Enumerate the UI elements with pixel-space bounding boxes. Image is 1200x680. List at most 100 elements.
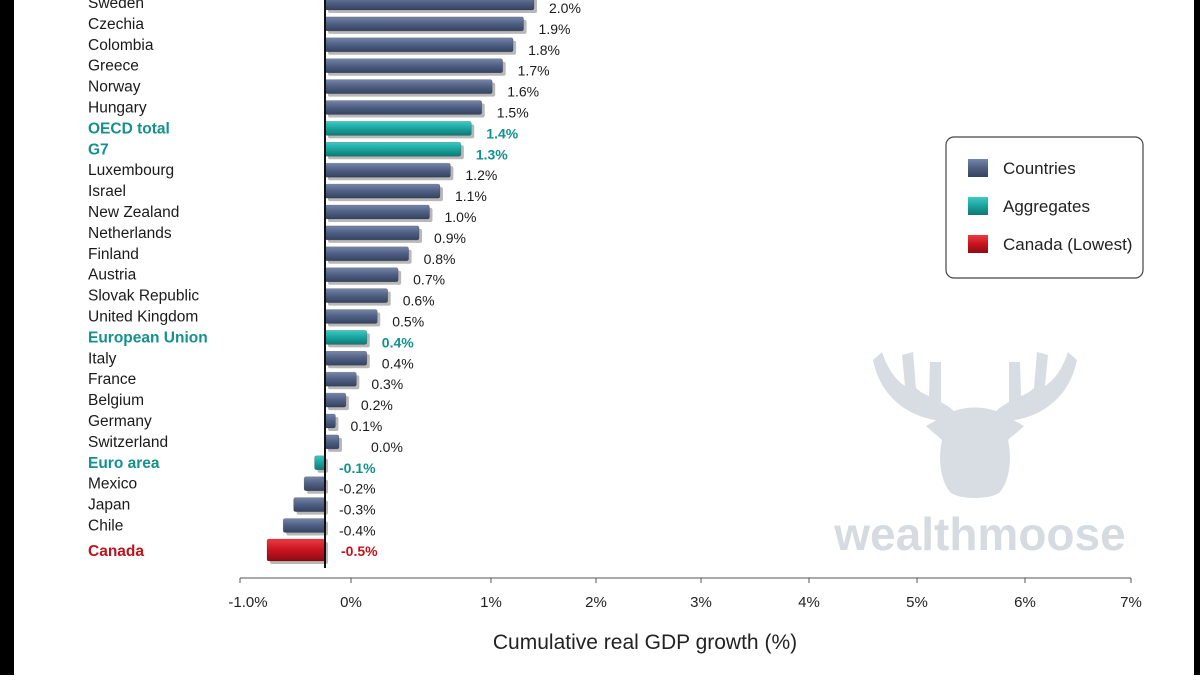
category-label: Austria (88, 267, 137, 284)
category-label: Belgium (88, 392, 144, 409)
legend: Countries Aggregates Canada (Lowest) (945, 136, 1144, 279)
bar-g7 (324, 142, 462, 157)
category-label: Italy (88, 350, 117, 367)
value-label: -0.1% (339, 460, 376, 476)
bar-colombia (324, 37, 514, 53)
value-label: 1.0% (445, 209, 477, 225)
bar-israel (324, 183, 441, 199)
value-label: 0.1% (350, 418, 382, 434)
category-label: Hungary (88, 100, 147, 117)
right-border (1194, 0, 1200, 675)
legend-label: Countries (1003, 159, 1076, 178)
value-label: 1.1% (455, 188, 487, 204)
category-label: Finland (88, 246, 139, 263)
bar-luxembourg (324, 162, 451, 178)
value-label: 0.7% (413, 272, 445, 288)
value-label: 0.2% (361, 397, 393, 413)
value-label: -0.3% (339, 502, 376, 518)
legend-box (945, 136, 1144, 279)
x-tick-label: 6% (1014, 594, 1036, 611)
bar-belgium (324, 392, 347, 408)
bar-italy (324, 350, 368, 366)
bar-oecd-total (324, 121, 472, 136)
x-tick-label: 2% (585, 594, 607, 611)
bar-new-zealand (324, 204, 430, 220)
legend-label: Aggregates (1003, 197, 1090, 216)
x-tick-label: 5% (906, 594, 928, 611)
watermark: wealthmoose (833, 352, 1126, 560)
category-label: G7 (88, 141, 109, 158)
value-label: 1.3% (476, 146, 508, 162)
bar-switzerland (324, 434, 340, 450)
value-label: 1.8% (528, 42, 560, 58)
category-label: European Union (88, 329, 208, 346)
bar-canada (266, 538, 326, 562)
category-label: Chile (88, 518, 123, 535)
category-label: New Zealand (88, 204, 179, 221)
bar-japan (293, 497, 326, 512)
bar-european-union (324, 330, 368, 345)
category-label: Luxembourg (88, 162, 174, 179)
x-tick-label: 1% (480, 594, 502, 611)
value-label: 1.7% (518, 63, 550, 79)
x-tick-label: 0% (340, 594, 362, 611)
category-label: United Kingdom (88, 309, 198, 326)
value-label: -0.4% (339, 523, 376, 539)
legend-swatch-aggregate (968, 197, 988, 215)
category-label: France (88, 371, 136, 388)
x-tick-label: -1.0% (228, 594, 267, 611)
legend-swatch-country (968, 159, 988, 177)
value-label: 0.6% (403, 293, 435, 309)
bars (266, 0, 537, 568)
value-label: 1.9% (539, 21, 571, 37)
category-label: Canada (88, 543, 144, 560)
category-label: Germany (88, 413, 152, 430)
category-label: Mexico (88, 476, 137, 493)
category-label: Euro area (88, 455, 160, 472)
category-label: Netherlands (88, 225, 172, 242)
category-label: Israel (88, 183, 126, 200)
category-label: OECD total (88, 120, 170, 137)
category-label: Norway (88, 79, 141, 96)
value-label: 1.2% (465, 167, 497, 183)
moose-icon (873, 352, 1077, 498)
x-axis: -1.0% 0% 1% 2% 3% 4% 5% 6% 7% (228, 577, 1142, 611)
value-label: 1.4% (486, 125, 518, 141)
category-label: Slovak Republic (88, 288, 199, 305)
value-label: 0.9% (434, 230, 466, 246)
value-label: 0.4% (382, 355, 414, 371)
category-label: Greece (88, 58, 139, 75)
bar-finland (324, 246, 409, 262)
bar-czechia (324, 16, 524, 32)
bar-hungary (324, 100, 483, 115)
category-label: Japan (88, 497, 130, 514)
x-axis-title: Cumulative real GDP growth (%) (493, 631, 797, 654)
bar-greece (324, 58, 503, 74)
legend-label: Canada (Lowest) (1003, 235, 1132, 254)
bar-euro-area (314, 455, 326, 471)
value-label: 2.0% (549, 0, 581, 16)
value-label: 1.6% (507, 84, 539, 100)
value-label: 0.8% (424, 251, 456, 267)
value-label: 0.0% (371, 439, 403, 455)
x-tick-label: 7% (1120, 594, 1142, 611)
bar-germany (324, 413, 336, 429)
bar-united-kingdom (324, 309, 378, 324)
x-tick-label: 4% (798, 594, 820, 611)
value-label: 0.4% (382, 334, 414, 350)
x-tick-label: 3% (690, 594, 712, 611)
bar-france (324, 371, 357, 387)
bar-austria (324, 267, 399, 283)
bar-netherlands (324, 225, 420, 241)
category-label: Czechia (88, 16, 144, 33)
legend-swatch-lowest (968, 235, 988, 253)
left-border (0, 0, 14, 675)
value-labels: 2.0% 1.9% 1.8% 1.7% 1.6% 1.5% 1.4% 1.3% 1.2% 1.1%… (339, 0, 581, 559)
category-label: Sweden (88, 0, 144, 12)
category-labels: Sweden Czechia Colombia Greece Norway Hungary… (88, 0, 208, 560)
value-label: -0.5% (341, 543, 378, 559)
value-label: -0.2% (339, 481, 376, 497)
category-label: Switzerland (88, 434, 168, 451)
